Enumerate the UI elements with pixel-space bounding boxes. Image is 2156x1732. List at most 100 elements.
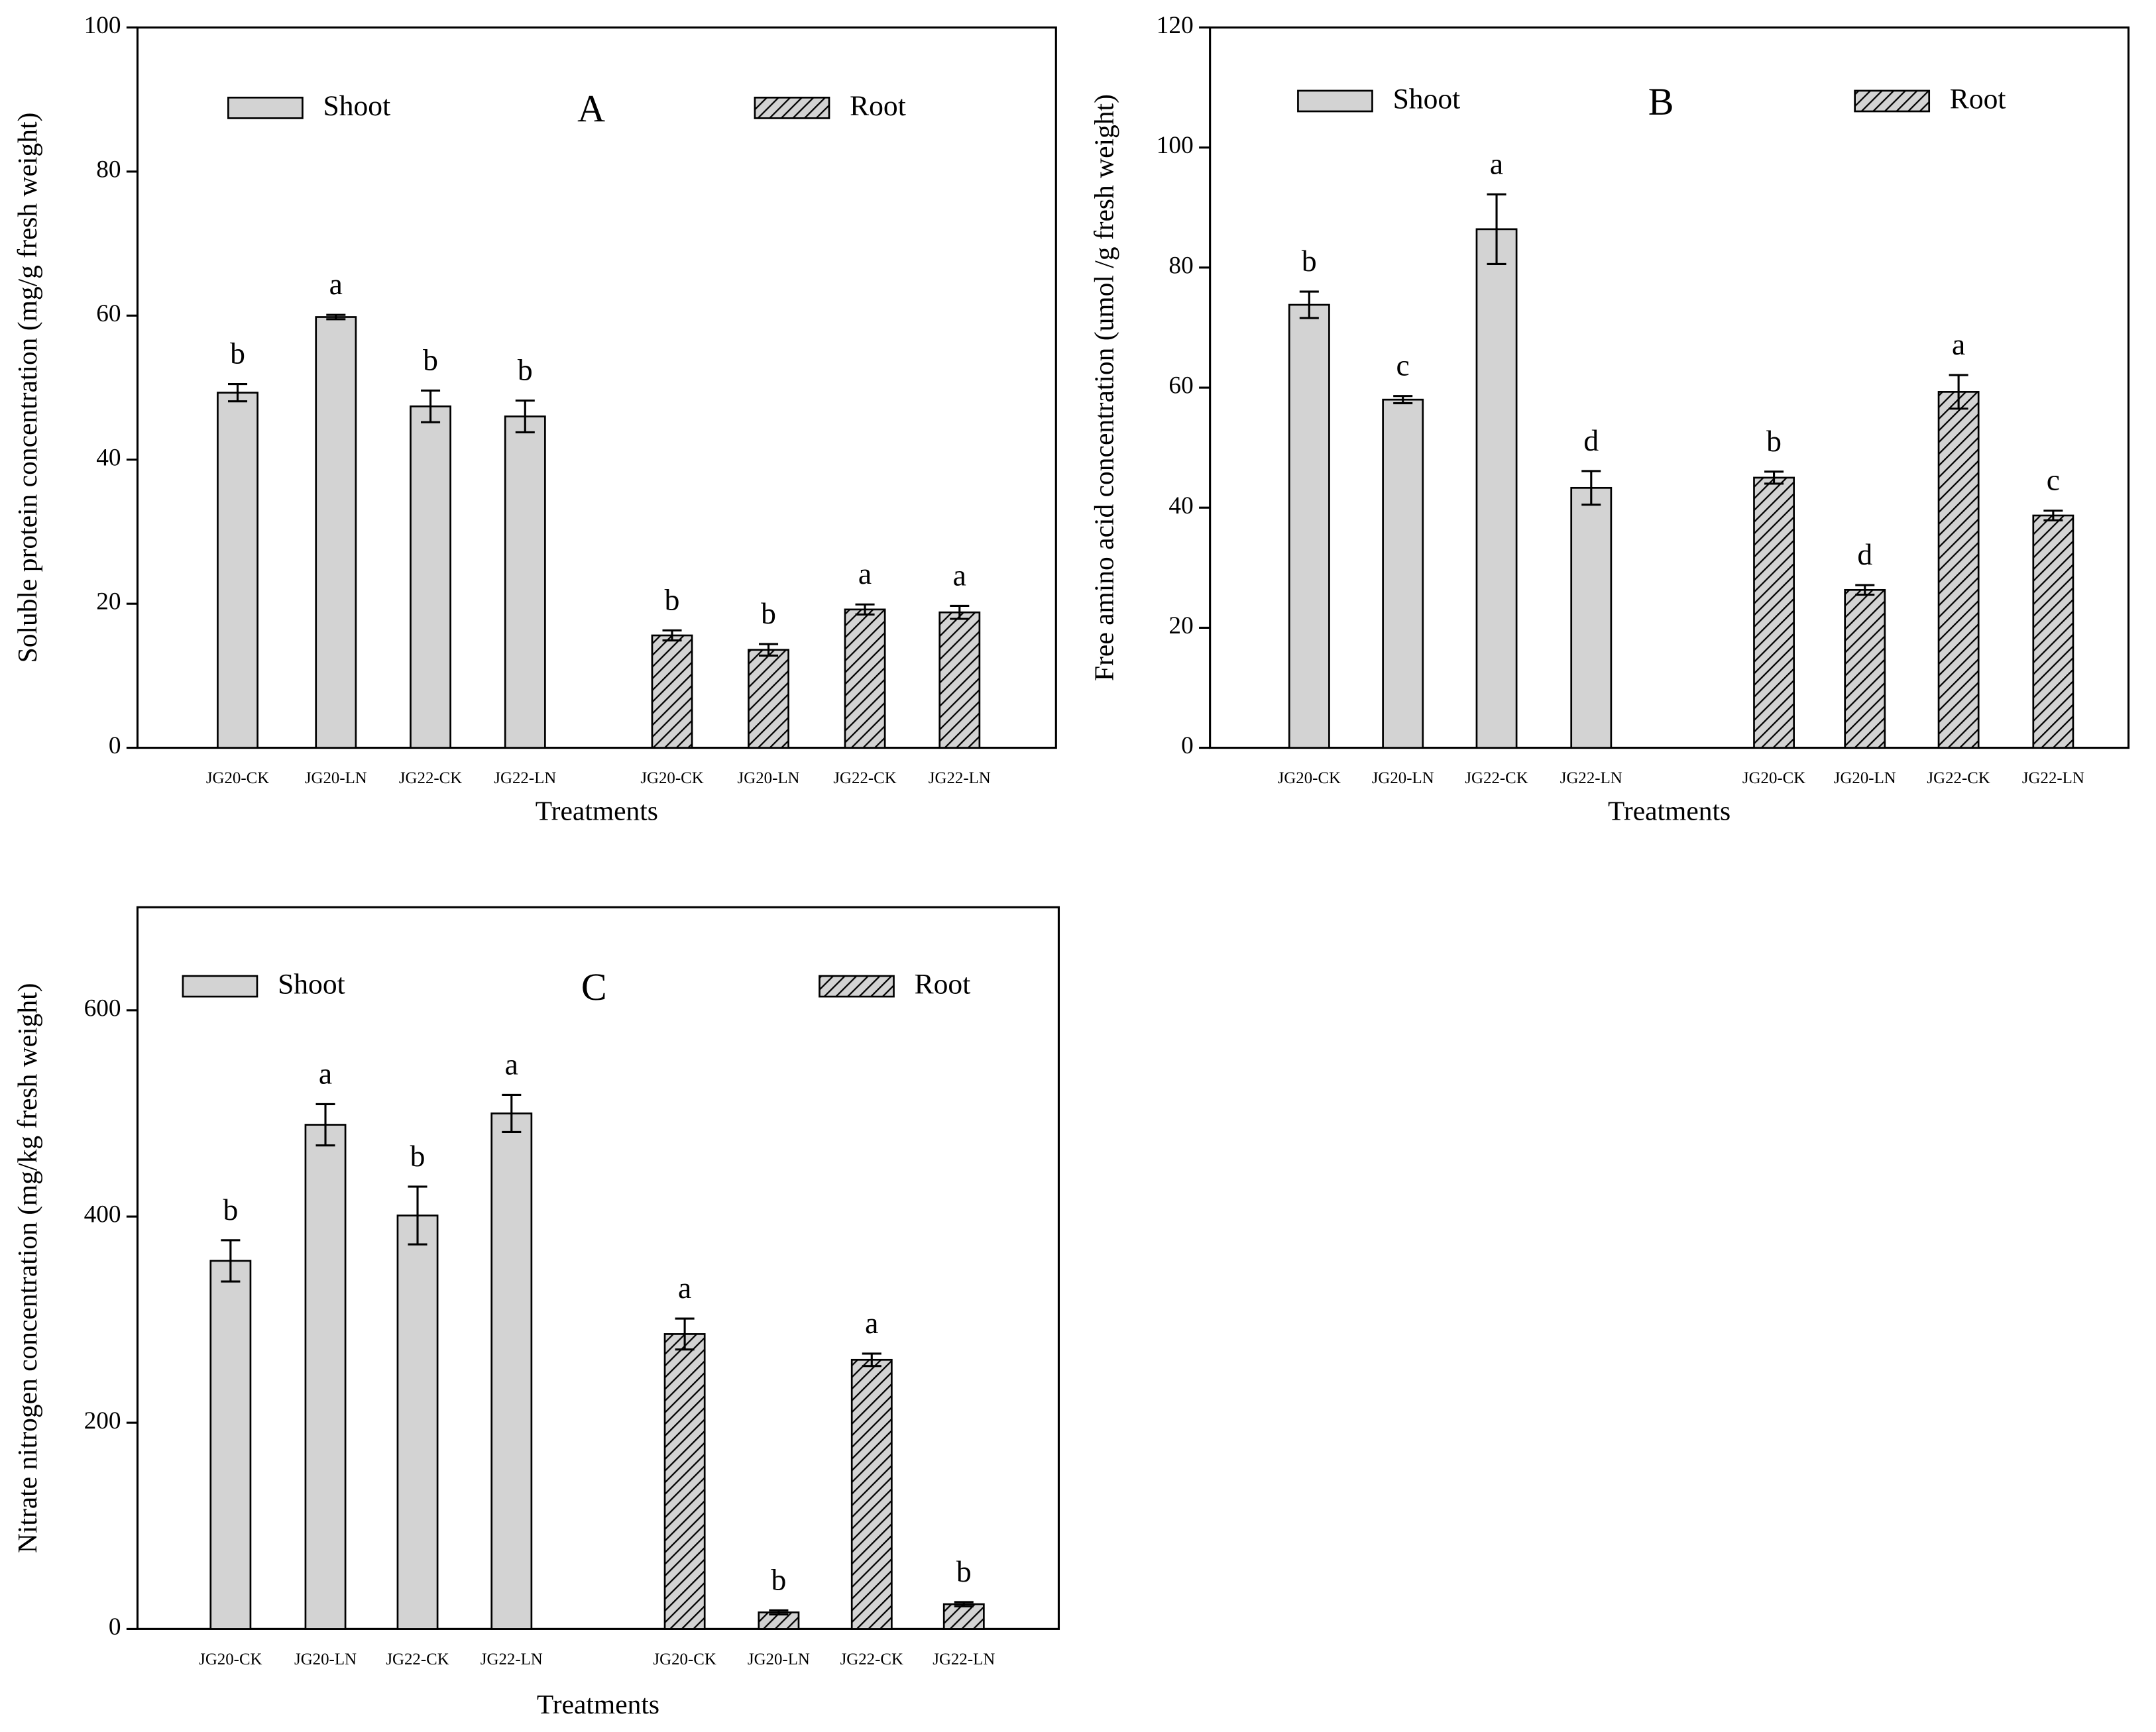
y-tick-label: 80 — [96, 156, 121, 183]
x-tick-label: JG22-LN — [481, 1651, 543, 1668]
significance-letter: d — [1583, 423, 1599, 457]
significance-letter: a — [505, 1047, 518, 1081]
y-tick-label: 0 — [109, 732, 121, 759]
legend-label: Shoot — [278, 969, 345, 1001]
error-bar — [1581, 470, 1601, 506]
bar — [1570, 486, 1613, 749]
x-tick-label: JG20-LN — [1834, 769, 1896, 787]
significance-letter: b — [956, 1554, 972, 1588]
significance-letter: b — [230, 337, 245, 370]
error-bar — [326, 313, 346, 321]
y-tick-label: 20 — [1168, 612, 1193, 639]
y-tick-label: 0 — [109, 1613, 121, 1641]
legend-label: Shoot — [323, 90, 391, 122]
error-bar — [954, 1601, 974, 1607]
x-tick-label: JG20-CK — [1278, 769, 1341, 787]
legend-swatch — [754, 96, 830, 119]
x-tick-label: JG22-LN — [1560, 769, 1622, 787]
significance-letter: c — [2047, 463, 2060, 497]
error-bar — [662, 629, 682, 642]
y-tick-label: 100 — [84, 12, 121, 39]
x-tick-label: JG22-CK — [833, 769, 896, 787]
legend-label: Root — [915, 969, 971, 1001]
y-tick-label: 60 — [96, 300, 121, 327]
y-tick-label: 40 — [96, 444, 121, 471]
x-tick-label: JG20-LN — [305, 769, 367, 787]
y-tick-label: 80 — [1168, 252, 1193, 279]
y-tick-label: 120 — [1157, 12, 1194, 39]
error-bar — [315, 1103, 335, 1147]
error-bar — [1764, 470, 1784, 485]
significance-letter: b — [761, 596, 776, 630]
significance-letter: b — [665, 582, 680, 616]
bar — [651, 634, 693, 749]
bar — [844, 608, 886, 749]
bar — [396, 1215, 439, 1630]
significance-letter: c — [1396, 349, 1410, 382]
legend-label: Root — [1950, 83, 2006, 115]
panel-label: A — [577, 87, 605, 130]
legend-swatch — [1854, 89, 1931, 113]
bar — [1844, 588, 1886, 749]
y-tick-label: 60 — [1168, 372, 1193, 400]
x-tick-label: JG22-CK — [1465, 769, 1528, 787]
significance-letter: a — [329, 267, 343, 301]
x-tick-label: JG20-CK — [199, 1651, 262, 1668]
x-tick-label: JG20-CK — [206, 769, 269, 787]
significance-letter: b — [410, 1139, 426, 1173]
error-bar — [1299, 290, 1319, 319]
error-bar — [221, 1239, 241, 1283]
x-tick-label: JG22-CK — [1927, 769, 1990, 787]
y-tick-label: 40 — [1168, 492, 1193, 519]
x-tick-label: JG20-CK — [1742, 769, 1805, 787]
y-axis-label: Free amino acid concentration (umol /g f… — [1089, 94, 1120, 681]
error-bar — [1949, 374, 1968, 410]
bar — [304, 1124, 347, 1630]
x-axis-label: Treatments — [1608, 796, 1730, 826]
x-tick-label: JG20-LN — [738, 769, 800, 787]
x-tick-label: JG22-LN — [933, 1651, 995, 1668]
bar — [938, 611, 981, 749]
legend-swatch — [182, 975, 258, 998]
panel-label: C — [581, 965, 607, 1008]
bar — [217, 392, 258, 749]
x-axis-label: Treatments — [536, 796, 658, 826]
significance-letter: a — [319, 1056, 332, 1090]
bar — [663, 1333, 706, 1630]
significance-letter: b — [423, 343, 438, 376]
error-bar — [1487, 193, 1506, 265]
error-bar — [227, 383, 248, 403]
x-tick-label: JG20-LN — [294, 1651, 357, 1668]
significance-letter: a — [1952, 327, 1965, 361]
error-bar — [515, 400, 535, 433]
significance-letter: d — [1857, 537, 1872, 571]
bar — [504, 415, 546, 749]
error-bar — [421, 389, 441, 423]
x-tick-label: JG22-LN — [929, 769, 991, 787]
bar — [850, 1358, 893, 1630]
bar — [209, 1260, 252, 1630]
error-bar — [950, 604, 970, 620]
significance-letter: b — [223, 1193, 238, 1226]
y-tick-label: 0 — [1181, 732, 1194, 759]
bar — [1937, 391, 1980, 749]
error-bar — [675, 1317, 695, 1351]
significance-letter: a — [1490, 146, 1503, 180]
legend-label: Root — [850, 90, 906, 122]
y-tick-label: 400 — [84, 1201, 121, 1228]
bar — [942, 1603, 985, 1630]
bar — [1753, 476, 1795, 749]
error-bar — [502, 1093, 522, 1133]
legend-swatch — [227, 96, 304, 119]
error-bar — [769, 1609, 789, 1616]
x-tick-label: JG20-LN — [1372, 769, 1434, 787]
error-bar — [2043, 510, 2063, 521]
significance-letter: a — [858, 557, 872, 590]
significance-letter: a — [953, 558, 966, 592]
significance-letter: a — [865, 1306, 878, 1340]
x-tick-label: JG22-LN — [494, 769, 556, 787]
plot-frame — [136, 906, 1060, 1630]
legend-swatch — [819, 975, 895, 998]
